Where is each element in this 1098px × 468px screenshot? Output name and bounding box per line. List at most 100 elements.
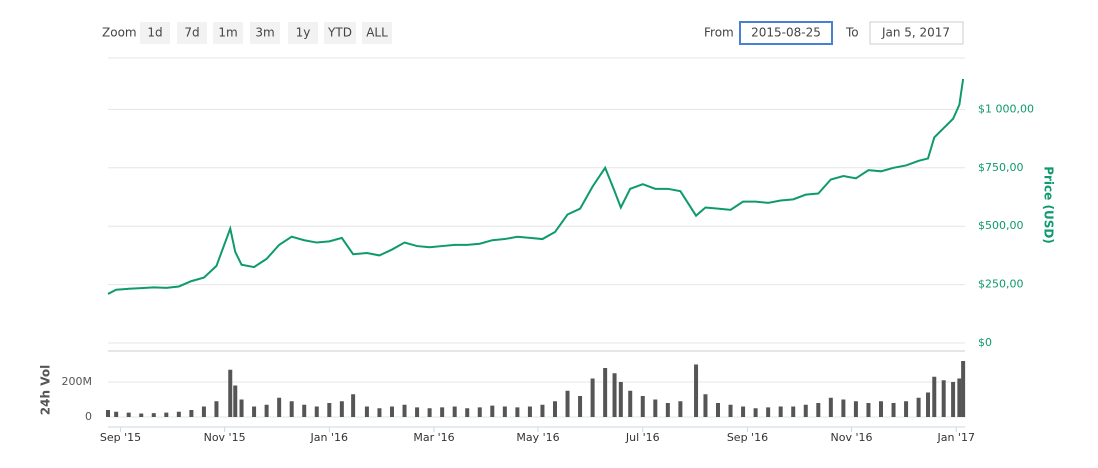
volume-bar xyxy=(552,401,557,417)
volume-bar xyxy=(351,394,356,417)
y-tick-label: $1 000,00 xyxy=(978,102,1034,115)
volume-bar xyxy=(926,392,931,417)
volume-bar xyxy=(440,407,445,417)
volume-bar xyxy=(139,413,144,417)
x-tick-label: Nov '16 xyxy=(831,431,873,444)
volume-bar xyxy=(252,406,257,417)
volume-bar xyxy=(327,403,332,417)
y2-tick-label: 0 xyxy=(85,410,92,423)
y-tick-label: $0 xyxy=(978,336,992,349)
volume-bar xyxy=(612,373,617,417)
volume-bar xyxy=(694,364,699,417)
volume-bar xyxy=(753,408,758,417)
volume-bar xyxy=(628,390,633,417)
volume-bar xyxy=(377,408,382,417)
volume-bar xyxy=(364,406,369,417)
volume-bar xyxy=(339,401,344,417)
y2-tick-label: 200M xyxy=(62,375,93,388)
volume-bar xyxy=(565,390,570,417)
volume-bar xyxy=(302,404,307,417)
zoom-button-label: YTD xyxy=(327,26,352,40)
volume-bar xyxy=(618,382,623,417)
volume-bar xyxy=(961,361,966,417)
volume-bar xyxy=(176,411,181,417)
volume-bar xyxy=(766,407,771,417)
volume-bar xyxy=(228,369,233,417)
volume-bar xyxy=(866,403,871,417)
volume-bar xyxy=(603,368,608,417)
y-tick-label: $500,00 xyxy=(978,219,1024,232)
volume-bar xyxy=(201,406,206,417)
volume-bar xyxy=(126,412,131,417)
zoom-button-label: 1y xyxy=(296,26,311,40)
x-tick-label: Jan '16 xyxy=(310,431,348,444)
volume-bar xyxy=(233,385,238,417)
zoom-button[interactable] xyxy=(250,22,280,44)
volume-bar xyxy=(239,399,244,417)
volume-bar xyxy=(904,401,909,417)
volume-bar xyxy=(841,399,846,417)
volume-bar xyxy=(415,407,420,417)
volume-bar xyxy=(715,403,720,417)
zoom-button-label: ALL xyxy=(366,26,388,40)
volume-bar xyxy=(164,412,169,417)
volume-bar xyxy=(427,408,432,417)
y-axis-title: Price (USD) xyxy=(1042,166,1056,244)
volume-bar xyxy=(106,410,110,417)
volume-bar xyxy=(402,404,407,417)
volume-bar xyxy=(189,410,194,417)
volume-bar xyxy=(932,376,937,417)
volume-bar xyxy=(941,380,946,417)
zoom-button[interactable] xyxy=(324,22,356,44)
volume-bar xyxy=(578,396,583,417)
volume-bar xyxy=(665,403,670,417)
volume-bar xyxy=(703,394,708,417)
y2-axis-title: 24h Vol xyxy=(39,365,53,415)
volume-bar xyxy=(264,404,269,417)
volume-bar xyxy=(590,378,595,417)
zoom-button[interactable] xyxy=(288,22,318,44)
volume-bar xyxy=(640,396,645,417)
volume-bar xyxy=(678,401,683,417)
zoom-button[interactable] xyxy=(177,22,207,44)
volume-bar xyxy=(728,404,733,417)
zoom-label: Zoom xyxy=(102,26,137,40)
from-value: 2015-08-25 xyxy=(751,26,821,40)
volume-bar xyxy=(452,406,457,417)
from-label: From xyxy=(704,26,734,40)
volume-bar xyxy=(878,401,883,417)
y-tick-label: $750,00 xyxy=(978,161,1024,174)
volume-bar xyxy=(490,405,495,417)
to-label: To xyxy=(845,26,859,40)
volume-bar xyxy=(916,397,921,417)
zoom-button-label: 1m xyxy=(218,26,237,40)
to-value: Jan 5, 2017 xyxy=(881,26,950,40)
y-tick-label: $250,00 xyxy=(978,278,1024,291)
volume-bar xyxy=(277,397,282,417)
x-tick-label: Sep '16 xyxy=(727,431,768,444)
zoom-button[interactable] xyxy=(140,22,170,44)
volume-bar xyxy=(828,397,833,417)
to-input[interactable] xyxy=(869,21,964,45)
price-line xyxy=(107,78,965,295)
volume-bar xyxy=(151,413,156,417)
zoom-button[interactable] xyxy=(213,22,243,44)
volume-bar xyxy=(951,382,956,417)
volume-bar xyxy=(289,401,294,417)
from-input[interactable] xyxy=(739,21,833,45)
zoom-button[interactable] xyxy=(362,22,392,44)
zoom-button-label: 3m xyxy=(255,26,274,40)
volume-bar xyxy=(477,407,482,417)
volume-bar xyxy=(314,406,319,417)
x-tick-label: Jul '16 xyxy=(625,431,660,444)
volume-bar xyxy=(389,406,394,417)
volume-bar xyxy=(515,407,520,417)
x-tick-label: Jan '17 xyxy=(936,431,974,444)
zoom-button-label: 1d xyxy=(147,26,162,40)
volume-bar xyxy=(114,411,119,417)
volume-bar xyxy=(540,404,545,417)
volume-bar xyxy=(957,378,962,417)
volume-bar xyxy=(214,401,219,417)
volume-bar xyxy=(527,406,532,417)
